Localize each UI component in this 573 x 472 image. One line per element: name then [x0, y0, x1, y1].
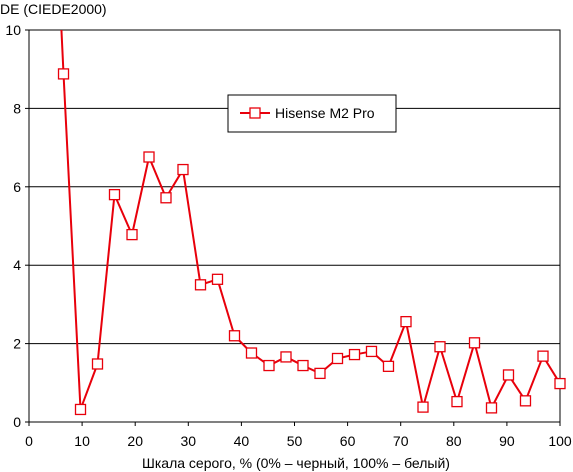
data-point — [485, 402, 498, 414]
data-point — [91, 358, 104, 370]
data-point — [280, 351, 292, 363]
data-point — [519, 395, 532, 407]
data-point — [417, 401, 429, 413]
x-tick-label: 70 — [393, 433, 409, 449]
data-point — [263, 359, 275, 372]
data-point — [468, 337, 481, 349]
data-point — [143, 151, 155, 163]
data-point — [382, 360, 395, 372]
x-tick-label: 20 — [127, 433, 143, 449]
y-tick-label: 10 — [5, 22, 21, 38]
x-tick-label: 0 — [25, 433, 33, 449]
y-tick-label: 6 — [13, 179, 21, 195]
data-point — [451, 395, 463, 408]
x-tick-label: 100 — [548, 433, 572, 449]
data-point — [314, 367, 326, 380]
data-point — [194, 279, 207, 291]
data-point — [126, 228, 138, 241]
data-point — [400, 315, 412, 328]
data-point — [160, 192, 172, 204]
y-axis-title: DE (CIEDE2000) — [0, 1, 107, 17]
legend: Hisense M2 Pro — [227, 94, 397, 133]
data-point — [74, 403, 87, 416]
data-point — [228, 330, 241, 342]
data-point — [434, 341, 446, 353]
x-tick-label: 80 — [446, 433, 462, 449]
x-tick-label: 50 — [287, 433, 303, 449]
legend-label: Hisense M2 Pro — [275, 105, 375, 121]
x-axis-title: Шкала серого, % (0% – черный, 100% – бел… — [142, 455, 450, 471]
data-point — [211, 273, 224, 285]
series-line — [60, 30, 560, 411]
data-point — [177, 163, 189, 176]
data-point — [297, 359, 309, 372]
y-tick-label: 2 — [13, 336, 21, 352]
data-point — [502, 369, 515, 381]
x-tick-label: 30 — [181, 433, 197, 449]
x-tick-label: 10 — [74, 433, 90, 449]
data-point — [108, 188, 121, 201]
data-point — [57, 68, 70, 80]
data-point — [554, 377, 566, 390]
data-point — [365, 345, 378, 358]
y-tick-label: 0 — [13, 414, 21, 430]
y-tick-label: 4 — [13, 257, 21, 273]
x-tick-label: 60 — [340, 433, 356, 449]
data-point — [245, 347, 258, 359]
data-point — [537, 350, 549, 362]
data-point — [348, 348, 361, 361]
x-tick-label: 40 — [234, 433, 250, 449]
data-point — [331, 352, 344, 365]
legend-marker — [249, 107, 261, 119]
x-tick-label: 90 — [499, 433, 515, 449]
y-tick-label: 8 — [13, 100, 21, 116]
